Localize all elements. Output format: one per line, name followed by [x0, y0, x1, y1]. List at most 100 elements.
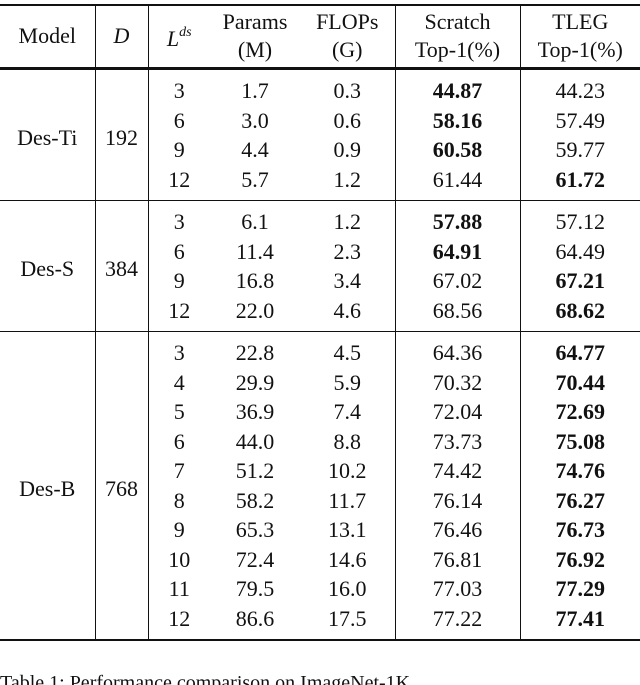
cell-text: 2.3	[333, 238, 362, 264]
table-header: Model D Lds Params (M) FLOPs (G) Scratch Top-1(%…	[0, 5, 640, 69]
data-cell: 16.0	[300, 574, 396, 604]
data-cell: 0.9	[300, 135, 396, 165]
data-cell: 70.44	[520, 368, 640, 398]
cell-text: 61.44	[432, 166, 483, 192]
cell-text: 57.49	[555, 107, 606, 133]
data-cell: 74.76	[520, 456, 640, 486]
header-cell: Model	[0, 5, 96, 69]
best-value: 77.41	[555, 605, 606, 631]
table-group: Des-B 768 3 22.8 4.5 64.36 64.77 4 29.9 5.9 70.32 7…	[0, 331, 640, 640]
cell-text: 3	[173, 78, 185, 103]
table-row: 11 79.5 16.0 77.03 77.29	[0, 574, 640, 604]
data-cell: 9	[148, 266, 210, 296]
data-cell: 6	[148, 237, 210, 267]
cell-text: 57.12	[555, 209, 606, 234]
best-value: 61.72	[555, 166, 606, 192]
cell-text: 14.6	[328, 546, 367, 572]
cell-text: 6	[173, 107, 185, 133]
data-cell: 11	[148, 574, 210, 604]
data-cell: 9	[148, 515, 210, 545]
cell-text: 65.3	[235, 517, 275, 542]
header-text: Scratch	[424, 9, 491, 34]
cell-text: 64.36	[432, 340, 483, 365]
header-superscript: ds	[179, 25, 192, 40]
best-value: 70.44	[555, 369, 606, 395]
data-cell: 57.88	[395, 200, 521, 237]
cell-text: 44.0	[235, 428, 275, 454]
data-cell: 77.03	[395, 574, 521, 604]
data-cell: 1.2	[300, 200, 396, 237]
data-cell: 64.77	[520, 332, 640, 368]
header-cell: FLOPs (G)	[300, 5, 396, 69]
data-cell: 58.2	[210, 486, 300, 516]
data-cell: 77.22	[395, 603, 521, 640]
cell-text: 5.9	[333, 369, 362, 395]
table-row: 6 3.0 0.6 58.16 57.49	[0, 105, 640, 136]
cell-text: 5	[173, 399, 185, 424]
data-cell: 61.72	[520, 165, 640, 201]
data-cell: 4	[148, 368, 210, 398]
best-value: 64.91	[432, 238, 483, 264]
cell-text: 10	[168, 546, 191, 572]
cell-text: 9	[173, 268, 185, 293]
header-text: Model	[18, 23, 76, 48]
cell-text: 4	[173, 369, 185, 395]
table-row: 12 22.0 4.6 68.56 68.62	[0, 295, 640, 332]
table-row: Des-Ti 192 3 1.7 0.3 44.87 44.23	[0, 68, 640, 201]
data-cell: 36.9	[210, 397, 300, 427]
data-cell: 6.1	[210, 201, 300, 237]
table-row: Des-S 384 3 6.1 1.2 57.88 57.12	[0, 200, 640, 332]
cell-text: 1.2	[333, 166, 362, 192]
data-cell: 11.7	[300, 485, 396, 515]
cell-text: 0.9	[333, 137, 362, 162]
caption: Table 1: Performance comparison on Image…	[0, 672, 411, 685]
data-cell: 6	[148, 106, 210, 136]
table-row: 10 72.4 14.6 76.81 76.92	[0, 544, 640, 574]
header-cell: Scratch Top-1(%)	[395, 5, 521, 69]
cell-text: 9	[173, 517, 185, 542]
data-cell: 17.5	[300, 603, 396, 640]
dim-cell: 768	[95, 331, 149, 640]
cell-text: 4.6	[333, 297, 362, 323]
data-cell: 60.58	[395, 135, 521, 165]
data-cell: 76.73	[520, 515, 640, 545]
header-text: Top-1(%)	[414, 37, 501, 62]
data-cell: 67.02	[395, 266, 521, 296]
data-cell: 22.0	[210, 296, 300, 332]
cell-text: 58.2	[235, 487, 275, 513]
best-value: 76.73	[555, 517, 606, 542]
model-cell: Des-S	[0, 200, 96, 332]
cell-text: 12	[168, 166, 191, 192]
cell-text: 72.4	[235, 546, 275, 572]
cell-text: 10.2	[328, 458, 367, 483]
results-table: Model D Lds Params (M) FLOPs (G) Scratch Top-1(%…	[0, 4, 640, 641]
cell-text: 3.4	[333, 268, 362, 293]
cell-text: 3	[173, 340, 185, 365]
table-row: 5 36.9 7.4 72.04 72.69	[0, 397, 640, 427]
data-cell: 3	[148, 332, 210, 368]
cell-text: 4.4	[241, 137, 269, 162]
dim-cell: 384	[95, 200, 149, 332]
data-cell: 10.2	[300, 456, 396, 486]
table-row: 6 44.0 8.8 73.73 75.08	[0, 426, 640, 457]
data-cell: 29.9	[210, 368, 300, 398]
header-text: Top-1(%)	[537, 37, 623, 62]
data-cell: 6	[148, 427, 210, 457]
data-cell: 5.7	[210, 165, 300, 201]
data-cell: 70.32	[395, 367, 521, 397]
data-cell: 22.8	[210, 332, 300, 368]
cell-text: 8.8	[333, 428, 362, 454]
data-cell: 57.49	[520, 106, 640, 136]
data-cell: 76.46	[395, 515, 521, 545]
cell-text: 72.04	[432, 399, 483, 424]
data-cell: 44.0	[210, 427, 300, 457]
best-value: 67.21	[555, 268, 606, 293]
header-text: TLEG	[552, 9, 609, 34]
data-cell: 58.16	[395, 105, 521, 135]
cell-text: 70.32	[432, 369, 483, 395]
best-value: 76.27	[555, 487, 606, 513]
data-cell: 76.81	[395, 544, 521, 574]
cell-text: 8	[173, 487, 185, 513]
model-cell: Des-B	[0, 331, 96, 640]
